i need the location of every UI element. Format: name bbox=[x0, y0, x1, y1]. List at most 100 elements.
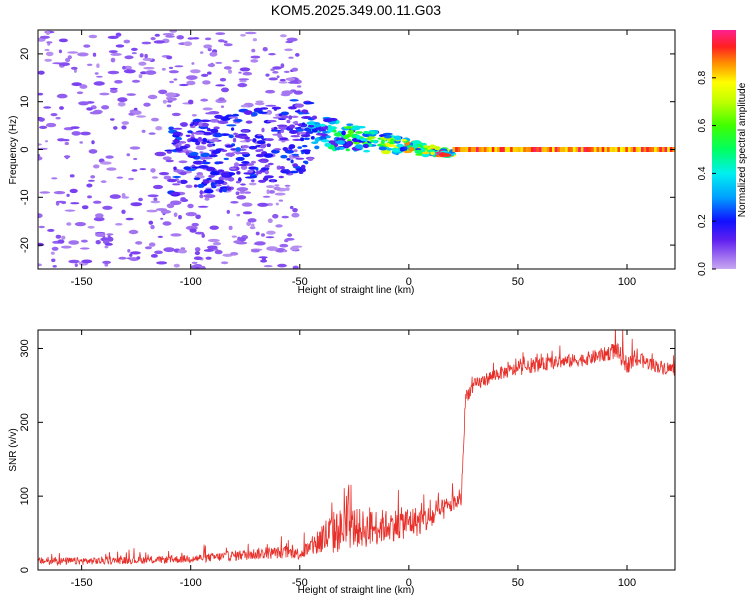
spectrogram-cell bbox=[197, 136, 203, 142]
spectrogram-cell bbox=[235, 180, 241, 184]
spectrogram-cell bbox=[93, 164, 100, 169]
spectrogram-cell bbox=[239, 152, 250, 155]
spectrogram-cell bbox=[314, 137, 320, 143]
spectrogram-line-cell bbox=[638, 147, 642, 152]
spectrogram-cell bbox=[278, 175, 284, 179]
spectrogram-cell bbox=[141, 41, 152, 45]
spectrogram-cell bbox=[126, 93, 136, 96]
spectrogram-cell bbox=[362, 143, 369, 149]
spectrogram-cell bbox=[155, 208, 168, 211]
spectrogram-line-cell bbox=[606, 147, 611, 152]
spectrogram-cell bbox=[292, 163, 298, 168]
spectrogram-cell bbox=[301, 144, 308, 148]
spectrogram-cell bbox=[394, 135, 402, 141]
spectrogram-line-cell bbox=[661, 147, 666, 152]
spectrogram-cell bbox=[147, 194, 159, 198]
spectrogram-cell bbox=[185, 212, 197, 217]
spectrogram-cell bbox=[226, 124, 237, 127]
spectrogram-cell bbox=[399, 146, 405, 152]
spectrogram-cell bbox=[138, 74, 143, 79]
spectrogram-cell bbox=[279, 78, 286, 82]
spectrogram-line-cell bbox=[504, 147, 508, 152]
spectrogram-cell bbox=[50, 113, 58, 117]
spectrogram-cell bbox=[257, 134, 262, 137]
spectrogram-cell bbox=[130, 202, 143, 207]
spectrogram-cell bbox=[209, 51, 218, 57]
x-tick-label: 100 bbox=[618, 577, 636, 589]
spectrogram-cell bbox=[70, 202, 80, 205]
spectrogram-cell bbox=[248, 166, 258, 170]
spectrogram-cell bbox=[104, 263, 109, 267]
spectrogram-line-cell bbox=[460, 147, 464, 152]
spectrogram-cell bbox=[205, 256, 212, 260]
spectrogram-cell bbox=[169, 30, 177, 33]
spectrogram-cell bbox=[214, 249, 223, 255]
spectrogram-cell bbox=[179, 145, 189, 149]
spectrogram-cell bbox=[167, 178, 177, 183]
spectrogram-cell bbox=[202, 107, 213, 111]
spectrogram-line-cell bbox=[625, 147, 629, 152]
spectrogram-cell bbox=[266, 189, 270, 194]
y-tick-label: 200 bbox=[19, 413, 31, 431]
spectrogram-cell bbox=[295, 157, 305, 160]
spectrogram-cell bbox=[110, 52, 122, 56]
spectrogram-cell bbox=[230, 201, 239, 204]
spectrogram-cell bbox=[142, 57, 153, 62]
spectrogram-cell bbox=[173, 212, 178, 217]
spectrogram-cell bbox=[275, 224, 283, 228]
spectrogram-cell bbox=[283, 249, 288, 253]
spectrogram-cell bbox=[174, 65, 184, 68]
spectrogram-cell bbox=[64, 209, 76, 212]
spectrogram-cell bbox=[360, 138, 368, 142]
spectrogram-cell bbox=[46, 41, 53, 44]
spectrogram-line-cell bbox=[523, 147, 527, 152]
spectrogram-cell bbox=[180, 122, 188, 127]
spectrogram-cell bbox=[166, 104, 172, 108]
spectrogram-cell bbox=[262, 47, 268, 52]
spectrogram-cell bbox=[45, 51, 54, 57]
spectrogram-cell bbox=[260, 259, 268, 263]
spectrogram-line-cell bbox=[510, 147, 514, 152]
spectrogram-cell bbox=[162, 33, 175, 36]
spectrogram-cell bbox=[161, 67, 166, 71]
spectrogram-cell bbox=[210, 170, 220, 176]
spectrogram-cell bbox=[173, 166, 177, 171]
spectrogram-cell bbox=[153, 197, 158, 202]
spectrogram-cell bbox=[260, 160, 266, 163]
spectrogram-cell bbox=[441, 153, 452, 157]
spectrogram-line-cell bbox=[575, 147, 579, 152]
spectrogram-cell bbox=[93, 200, 102, 204]
spectrogram-cell bbox=[194, 231, 205, 235]
spectrogram-cell bbox=[168, 70, 179, 74]
spectrogram-cell bbox=[123, 65, 132, 70]
colorbar-tick-label: 0.0 bbox=[697, 262, 708, 276]
spectrogram-cell bbox=[288, 81, 299, 84]
spectrogram-cell bbox=[230, 252, 239, 256]
spectrogram-cell bbox=[268, 190, 275, 194]
spectrogram-cell bbox=[200, 152, 210, 158]
spectrogram-cell bbox=[280, 63, 285, 69]
spectrogram-cell bbox=[236, 187, 249, 192]
spectrogram-cell bbox=[115, 32, 122, 37]
spectrogram-cell bbox=[172, 127, 183, 130]
spectrogram-cell bbox=[202, 137, 208, 143]
spectrogram-cell bbox=[392, 148, 401, 153]
spectrogram-cell bbox=[403, 150, 413, 154]
spectrogram-cell bbox=[160, 217, 164, 220]
spectrogram-cell bbox=[218, 97, 225, 101]
colorbar-tick-label: 0.4 bbox=[697, 166, 708, 180]
spectrogram-cell bbox=[139, 168, 147, 171]
spectrogram-line-cell bbox=[633, 147, 637, 152]
spectrogram-cell bbox=[300, 164, 306, 169]
spectrogram-line-cell bbox=[546, 147, 550, 152]
spectrogram-cell bbox=[341, 130, 346, 136]
spectrogram-cell bbox=[203, 44, 213, 49]
spectrogram-cell bbox=[253, 110, 264, 113]
spectrogram-cell bbox=[380, 139, 385, 145]
spectrogram-cell bbox=[232, 137, 237, 143]
spectrogram-cell bbox=[250, 55, 261, 59]
spectrogram-cell bbox=[245, 139, 250, 143]
spectrogram-cell bbox=[81, 205, 89, 210]
spectrogram-cell bbox=[254, 102, 265, 106]
spectrogram-cell bbox=[61, 235, 66, 240]
